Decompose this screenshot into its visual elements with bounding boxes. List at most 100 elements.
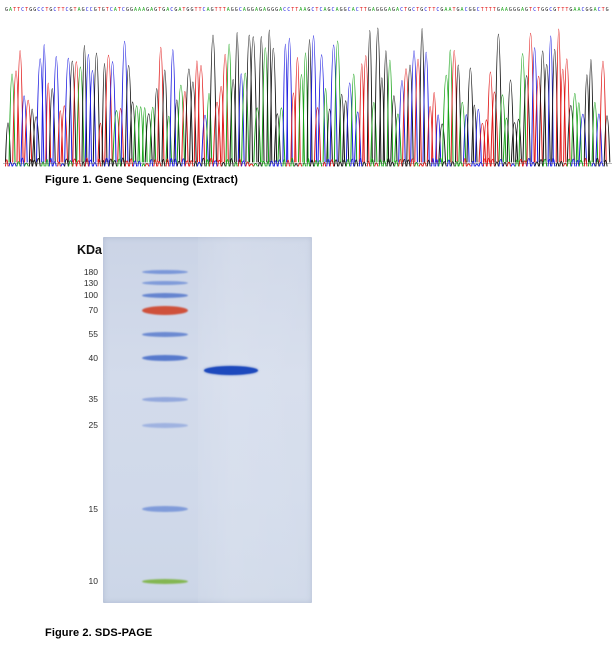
sequence-base: A [504,7,508,13]
sequence-base: T [57,7,61,13]
ladder-band-25 [142,422,188,428]
sequence-base: C [400,7,404,13]
sequence-base: T [295,7,299,13]
sequence-base: C [549,7,553,13]
sequence-base: G [569,7,573,13]
sequence-base: G [379,7,383,13]
ladder-band-100 [142,292,188,298]
sequence-base: G [516,7,520,13]
ladder-marker-label-100: 100 [83,290,98,300]
sequence-base: A [279,7,283,13]
sequence-base: T [428,7,432,13]
sequence-base: T [218,7,222,13]
chromatogram-baseline [3,163,612,164]
ladder-band-130 [142,281,188,285]
ladder-marker-labels: 180 130 100 70 55 40 35 25 15 10 [64,237,98,603]
sequence-base: G [174,7,178,13]
sequence-base: G [93,7,97,13]
sequence-base: G [81,7,85,13]
sequence-base: C [41,7,45,13]
ladder-marker-label-35: 35 [88,394,98,404]
sequence-base: C [65,7,69,13]
sequence-base: T [158,7,162,13]
sequence-base: A [521,7,525,13]
sequence-base: T [484,7,488,13]
sequence-base: A [460,7,464,13]
ladder-marker-label-70: 70 [88,305,98,315]
sequence-base: G [246,7,250,13]
sequence-base: G [5,7,9,13]
sequence-base: C [319,7,323,13]
sequence-base: G [512,7,516,13]
sequence-base: A [299,7,303,13]
sequence-base: A [166,7,170,13]
sequence-base: G [508,7,512,13]
sequence-base: T [182,7,186,13]
sequence-base: C [21,7,25,13]
sequence-base: G [605,7,609,13]
sequence-base: C [412,7,416,13]
sequence-base: T [61,7,65,13]
sequence-base: G [339,7,343,13]
gel-image [103,237,312,603]
sequence-base: G [267,7,271,13]
sequence-base: G [408,7,412,13]
sequence-base: C [53,7,57,13]
sequence-base: C [109,7,113,13]
sequence-base: T [557,7,561,13]
sequence-base: A [138,7,142,13]
ladder-band-70 [142,305,188,315]
sequence-base: C [424,7,428,13]
sequence-base: T [97,7,101,13]
sequence-base: T [529,7,533,13]
ladder-marker-label-55: 55 [88,329,98,339]
sequence-base: C [355,7,359,13]
sequence-base: T [214,7,218,13]
sequence-base: C [37,7,41,13]
sequence-base: C [476,7,480,13]
sequence-base: A [150,7,154,13]
sequence-base: G [258,7,262,13]
sequence-base: G [250,7,254,13]
sequence-base: G [230,7,234,13]
sequence-base: T [432,7,436,13]
sequence-base: A [303,7,307,13]
ladder-marker-label-130: 130 [83,278,98,288]
sequence-base: A [573,7,577,13]
sequence-base: G [69,7,73,13]
sequence-base: T [291,7,295,13]
sequence-base: A [226,7,230,13]
ladder-band-10 [142,578,188,584]
sequence-base: A [448,7,452,13]
sequence-base: T [452,7,456,13]
sequence-base: A [396,7,400,13]
sequence-base: G [154,7,158,13]
sequence-base: C [533,7,537,13]
sample-band [204,365,258,375]
sequence-base: T [198,7,202,13]
sequence-base: C [85,7,89,13]
sample-lane [198,237,312,603]
sequence-base: C [311,7,315,13]
sequence-base: T [45,7,49,13]
sequence-base: A [113,7,117,13]
sequence-base: G [125,7,129,13]
sequence-base: T [480,7,484,13]
sequence-base: G [383,7,387,13]
sequence-base: G [343,7,347,13]
sequence-base: G [545,7,549,13]
sequence-base: G [210,7,214,13]
sequence-base: T [222,7,226,13]
sequence-base: C [238,7,242,13]
sequence-base: A [134,7,138,13]
ladder-marker-label-15: 15 [88,504,98,514]
sequence-base: A [371,7,375,13]
sequence-base: G [392,7,396,13]
sequence-base: A [178,7,182,13]
sequence-base: G [456,7,460,13]
sequence-base: G [585,7,589,13]
sequence-base: A [351,7,355,13]
